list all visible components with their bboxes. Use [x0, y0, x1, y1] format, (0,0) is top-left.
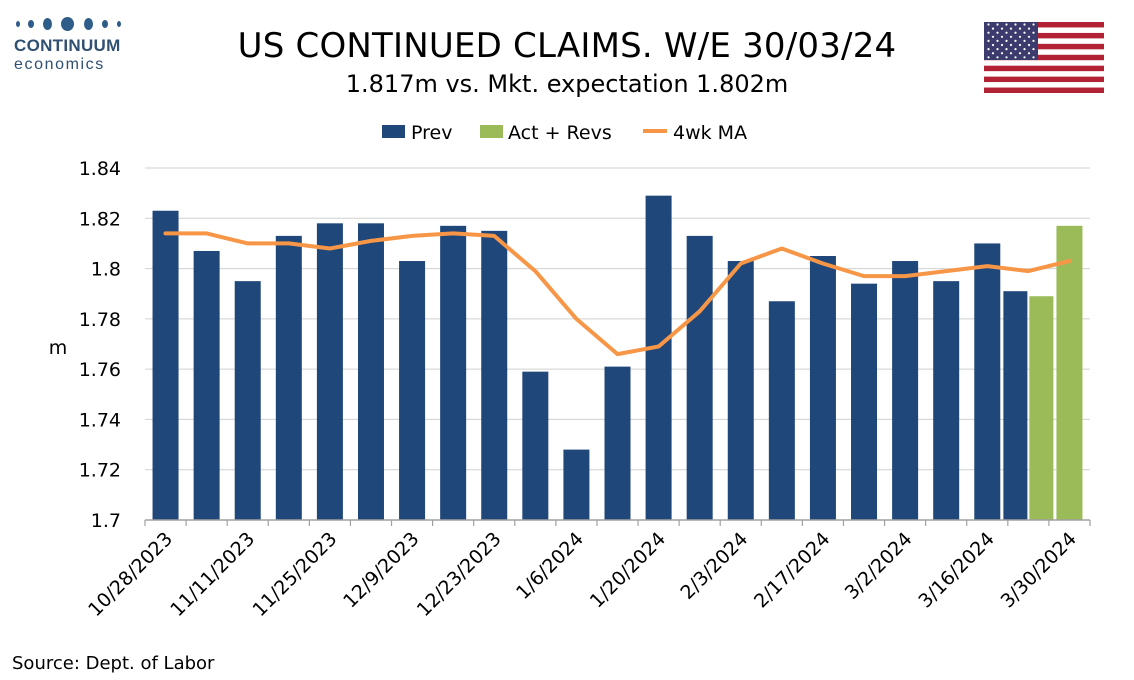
bar-prev — [275, 235, 302, 520]
logo-brand: CONTINUUM — [14, 36, 121, 55]
bar-prev — [604, 366, 631, 520]
legend-label-act: Act + Revs — [508, 122, 612, 144]
bar-prev — [892, 261, 919, 520]
y-tick-label: 1.84 — [79, 158, 121, 180]
y-tick-label: 1.78 — [79, 309, 121, 331]
y-tick-label: 1.82 — [79, 208, 121, 230]
bar-prev — [357, 223, 384, 521]
x-tick-label: 12/9/2023 — [339, 528, 423, 612]
chart-title: US CONTINUED CLAIMS. W/E 30/03/24 — [237, 26, 897, 66]
source-note: Source: Dept. of Labor — [12, 653, 215, 674]
x-tick-label: 11/11/2023 — [166, 528, 259, 621]
bar-prev — [1003, 291, 1028, 520]
bar-prev — [768, 301, 795, 520]
bar-act — [1056, 225, 1083, 521]
y-axis-label: m — [49, 337, 68, 359]
legend-label-prev: Prev — [411, 122, 452, 144]
chart-line — [163, 231, 1072, 357]
x-tick-label: 2/3/2024 — [676, 528, 752, 604]
bar-prev — [933, 281, 960, 520]
x-tick-label: 3/16/2024 — [914, 528, 998, 612]
chart-legend: Prev Act + Revs 4wk MA — [382, 122, 747, 144]
x-tick-label: 3/30/2024 — [997, 528, 1081, 612]
y-tick-label: 1.76 — [79, 359, 121, 381]
x-tick-label: 1/6/2024 — [512, 528, 588, 604]
x-tick-label: 1/20/2024 — [586, 528, 670, 612]
chart-bars — [152, 195, 1083, 521]
y-tick-label: 1.74 — [79, 409, 121, 431]
bar-prev — [974, 243, 1001, 520]
x-tick-label: 11/25/2023 — [248, 528, 341, 621]
x-tick-label: 12/23/2023 — [413, 528, 506, 621]
bar-prev — [809, 256, 836, 520]
legend-swatch-act — [480, 125, 503, 138]
bar-prev — [522, 371, 549, 520]
y-tick-label: 1.72 — [79, 460, 121, 482]
legend-label-ma: 4wk MA — [673, 122, 747, 144]
bar-prev — [851, 283, 878, 520]
x-tick-label: 3/2/2024 — [841, 528, 917, 604]
bar-prev — [316, 223, 343, 521]
y-tick-label: 1.8 — [91, 259, 121, 281]
bar-prev — [234, 281, 261, 520]
bar-prev — [563, 449, 590, 520]
legend-swatch-prev — [382, 125, 405, 138]
bar-prev — [481, 230, 508, 520]
logo-subtext: economics — [14, 56, 105, 73]
x-tick-labels: 10/28/202311/11/202311/25/202312/9/20231… — [84, 528, 1081, 621]
chart-subtitle: 1.817m vs. Mkt. expectation 1.802m — [345, 70, 789, 98]
us-flag-icon — [984, 22, 1104, 93]
x-tick-label: 2/17/2024 — [750, 528, 834, 612]
bar-prev — [727, 261, 754, 520]
x-axis — [144, 519, 1091, 526]
line-4wk-ma — [163, 231, 1072, 357]
bar-prev — [686, 235, 713, 520]
bar-act — [1029, 296, 1054, 520]
bar-prev — [193, 250, 220, 520]
y-tick-labels: 1.7 1.72 1.74 1.76 1.78 1.8 1.82 1.84 — [79, 158, 121, 532]
bar-prev — [440, 225, 467, 521]
x-tick-label: 10/28/2023 — [84, 528, 177, 621]
bar-prev — [152, 210, 179, 520]
logo-dots — [16, 16, 134, 32]
bar-prev — [645, 195, 672, 520]
bar-prev — [399, 261, 426, 520]
continuum-economics-logo: CONTINUUM economics — [10, 14, 135, 76]
y-tick-label: 1.7 — [91, 510, 121, 532]
